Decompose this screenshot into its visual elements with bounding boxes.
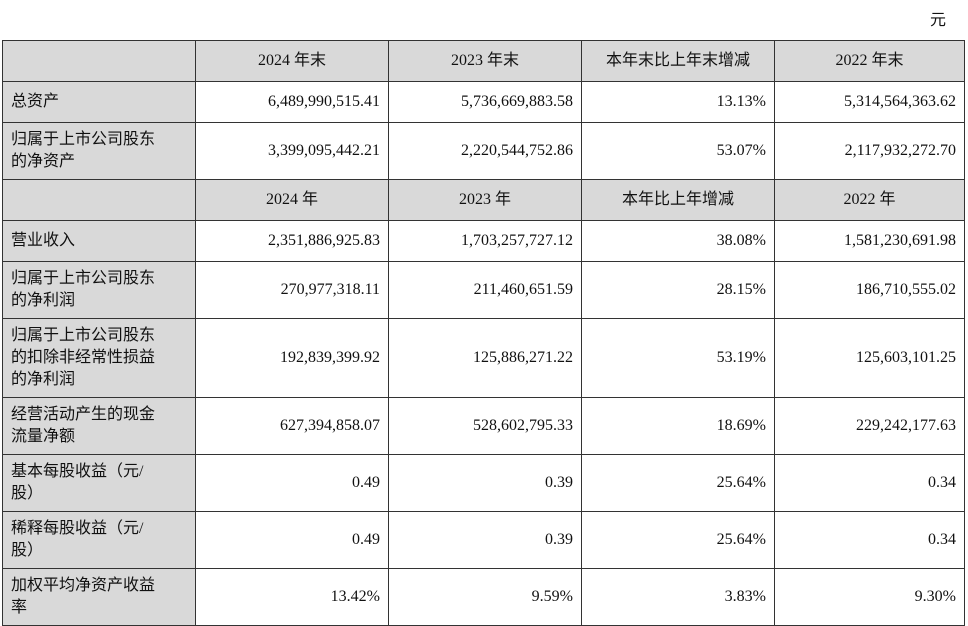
- table-cell: 9.59%: [388, 568, 582, 626]
- table-row-revenue: 营业收入 2,351,886,925.83 1,703,257,727.12 3…: [2, 220, 965, 262]
- row-label: 归属于上市公司股东 的扣除非经常性损益 的净利润: [2, 318, 196, 398]
- table-cell: 38.08%: [581, 220, 775, 262]
- table-cell: 13.42%: [195, 568, 389, 626]
- column-header: 本年比上年增减: [581, 179, 775, 221]
- row-label: 基本每股收益（元/ 股）: [2, 454, 196, 512]
- table-cell: 5,736,669,883.58: [388, 81, 582, 123]
- table-row-net-profit: 归属于上市公司股东 的净利润 270,977,318.11 211,460,65…: [2, 261, 965, 319]
- table-row-operating-cash-flow: 经营活动产生的现金 流量净额 627,394,858.07 528,602,79…: [2, 397, 965, 455]
- column-header: 2024 年: [195, 179, 389, 221]
- row-label: 归属于上市公司股东 的净资产: [2, 122, 196, 180]
- row-label: 总资产: [2, 81, 196, 123]
- row-label: 稀释每股收益（元/ 股）: [2, 511, 196, 569]
- row-label: 营业收入: [2, 220, 196, 262]
- table-cell: 0.39: [388, 511, 582, 569]
- table-cell: 3.83%: [581, 568, 775, 626]
- table-cell: 2,220,544,752.86: [388, 122, 582, 180]
- header-row-period-end: 2024 年末 2023 年末 本年末比上年末增减 2022 年末: [2, 40, 965, 82]
- unit-label: 元: [929, 12, 946, 29]
- table-cell: 211,460,651.59: [388, 261, 582, 319]
- table-row-net-assets: 归属于上市公司股东 的净资产 3,399,095,442.21 2,220,54…: [2, 122, 965, 180]
- table-cell: 18.69%: [581, 397, 775, 455]
- table-cell: 0.49: [195, 454, 389, 512]
- table-cell: 528,602,795.33: [388, 397, 582, 455]
- table-row-weighted-roe: 加权平均净资产收益 率 13.42% 9.59% 3.83% 9.30%: [2, 568, 965, 626]
- table-cell: 627,394,858.07: [195, 397, 389, 455]
- header-row-fiscal-year: 2024 年 2023 年 本年比上年增减 2022 年: [2, 179, 965, 221]
- table-cell: 6,489,990,515.41: [195, 81, 389, 123]
- header-corner-cell: [2, 179, 196, 221]
- table-cell: 0.34: [774, 454, 965, 512]
- table-cell: 25.64%: [581, 454, 775, 512]
- table-row-basic-eps: 基本每股收益（元/ 股） 0.49 0.39 25.64% 0.34: [2, 454, 965, 512]
- table-row-adjusted-net-profit: 归属于上市公司股东 的扣除非经常性损益 的净利润 192,839,399.92 …: [2, 318, 965, 398]
- row-label: 加权平均净资产收益 率: [2, 568, 196, 626]
- table-row-diluted-eps: 稀释每股收益（元/ 股） 0.49 0.39 25.64% 0.34: [2, 511, 965, 569]
- header-corner-cell: [2, 40, 196, 82]
- table-cell: 3,399,095,442.21: [195, 122, 389, 180]
- column-header: 2022 年末: [774, 40, 965, 82]
- table-cell: 0.49: [195, 511, 389, 569]
- table-cell: 5,314,564,363.62: [774, 81, 965, 123]
- table-cell: 186,710,555.02: [774, 261, 965, 319]
- row-label: 归属于上市公司股东 的净利润: [2, 261, 196, 319]
- table-cell: 1,581,230,691.98: [774, 220, 965, 262]
- table-cell: 25.64%: [581, 511, 775, 569]
- table-cell: 9.30%: [774, 568, 965, 626]
- table-cell: 53.19%: [581, 318, 775, 398]
- table-cell: 0.39: [388, 454, 582, 512]
- table-cell: 192,839,399.92: [195, 318, 389, 398]
- table-cell: 125,603,101.25: [774, 318, 965, 398]
- column-header: 本年末比上年末增减: [581, 40, 775, 82]
- column-header: 2023 年: [388, 179, 582, 221]
- column-header: 2022 年: [774, 179, 965, 221]
- column-header: 2023 年末: [388, 40, 582, 82]
- table-cell: 2,117,932,272.70: [774, 122, 965, 180]
- table-cell: 125,886,271.22: [388, 318, 582, 398]
- table-cell: 13.13%: [581, 81, 775, 123]
- table-cell: 1,703,257,727.12: [388, 220, 582, 262]
- table-cell: 0.34: [774, 511, 965, 569]
- table-cell: 270,977,318.11: [195, 261, 389, 319]
- column-header: 2024 年末: [195, 40, 389, 82]
- row-label: 经营活动产生的现金 流量净额: [2, 397, 196, 455]
- table-cell: 53.07%: [581, 122, 775, 180]
- table-cell: 2,351,886,925.83: [195, 220, 389, 262]
- table-cell: 28.15%: [581, 261, 775, 319]
- table-cell: 229,242,177.63: [774, 397, 965, 455]
- financial-data-table: 2024 年末 2023 年末 本年末比上年末增减 2022 年末 总资产 6,…: [2, 40, 965, 626]
- table-row-total-assets: 总资产 6,489,990,515.41 5,736,669,883.58 13…: [2, 81, 965, 123]
